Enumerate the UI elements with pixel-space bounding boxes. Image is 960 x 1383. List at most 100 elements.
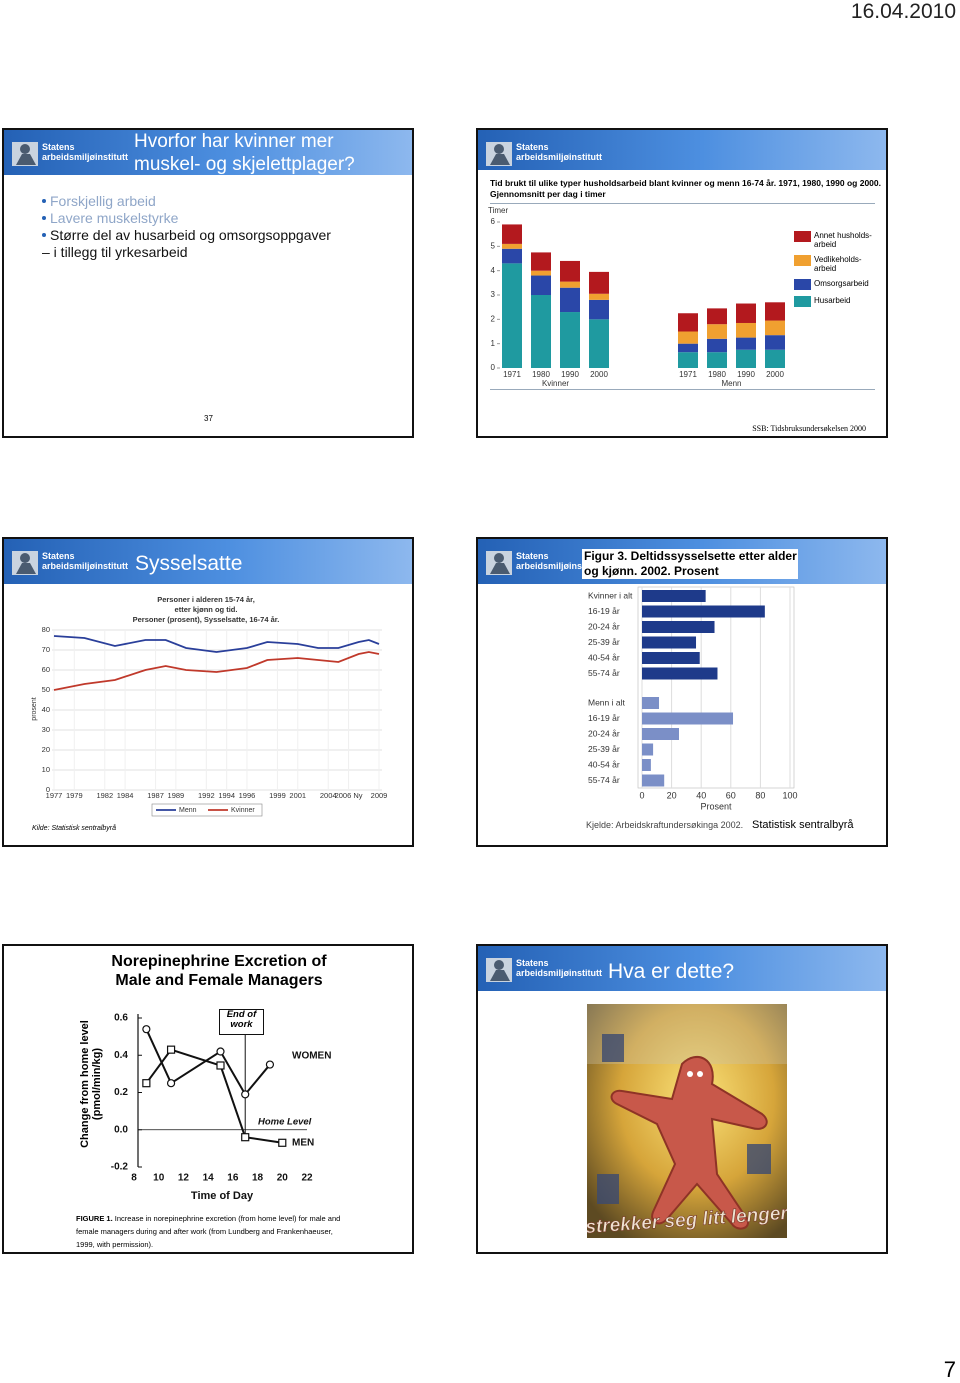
category-label: Menn i alt (588, 697, 625, 707)
x-tick-label: 60 (726, 790, 736, 800)
bullet: Forskjellig arbeid (42, 193, 156, 210)
slide: Statens arbeidsmiljøinstitutt Hvorfor har… (2, 128, 414, 438)
bar-segment (678, 343, 698, 353)
annotation: End of work (219, 1009, 264, 1035)
bar-segment (531, 270, 551, 276)
y-tick-label: 2 (491, 314, 496, 323)
bar (642, 728, 679, 740)
x-tick-label: 1979 (66, 791, 83, 800)
bar (642, 621, 715, 633)
logo-line: arbeidsmiljøinstitutt (42, 152, 129, 162)
bar (642, 712, 734, 725)
logo-line: arbeidsmiljøinstitutt (516, 561, 603, 571)
legend-label: Husarbeid (814, 296, 851, 305)
y-tick-label: 0 (46, 785, 50, 794)
bar-segment (589, 271, 609, 294)
marker (142, 1079, 151, 1088)
x-tick-label: 40 (696, 790, 706, 800)
x-tick-label: 18 (252, 1173, 264, 1184)
bar (642, 774, 665, 787)
x-tick-label: 1977 (46, 791, 63, 800)
bar-segment (707, 324, 727, 339)
slide: Statens arbeidsmiljøinstitutt Tid brukt t… (476, 128, 888, 438)
y-tick-label: 1 (491, 339, 496, 348)
x-tick-label: 1990 (737, 370, 755, 379)
source: Kilde: Statistisk sentralbyrå (32, 825, 117, 832)
slide-header: Statens arbeidsmiljøinstitutt Sysselsatte (4, 539, 412, 584)
series-line (53, 651, 380, 691)
bar-segment (560, 312, 580, 368)
slide-header: Statens arbeidsmiljøinstitutt Hva er dett… (478, 946, 886, 991)
category-label: 20-24 år (588, 728, 620, 738)
y-tick-label: 20 (42, 745, 50, 754)
x-tick-label: 16 (227, 1173, 239, 1184)
slide-title: Hva er dette? (608, 960, 735, 983)
bullet: Lavere muskelstyrke (42, 210, 178, 227)
x-tick-label: 2006 Ny (335, 791, 363, 800)
bar-segment (589, 293, 609, 300)
marker (142, 1025, 151, 1034)
bar (642, 759, 651, 771)
bar-segment (502, 243, 522, 249)
marker (166, 1079, 176, 1088)
y-tick-label: 30 (42, 725, 50, 734)
group-label: Menn (721, 379, 741, 388)
chart-title: Norepinephrine Excretion of Male and Fem… (111, 953, 327, 989)
slide-header: Statens arbeidsmiljøinstitutt Hvorfor har… (4, 130, 412, 175)
category-label: 16-19 år (588, 606, 620, 616)
bar-segment (560, 287, 580, 313)
bullet-text: Lavere muskelstyrke (50, 210, 179, 226)
x-axis-label: Prosent (700, 801, 732, 811)
y-tick-label: 10 (42, 765, 50, 774)
logo-icon (486, 958, 512, 982)
x-tick-label: 14 (203, 1173, 215, 1184)
x-tick-label: 20 (277, 1173, 289, 1184)
category-label: 55-74 år (588, 775, 620, 785)
legend: Annet husholds- arbeid Vedlikeholds- arbe… (794, 231, 880, 313)
y-tick-label: 6 (491, 217, 496, 226)
logo-line: Statens (42, 551, 75, 561)
date: 16.04.2010 (850, 0, 956, 23)
bar-segment (589, 319, 609, 368)
x-tick-label: 1980 (708, 370, 726, 379)
bullet-text: Forskjellig arbeid (50, 193, 156, 209)
logo-icon (12, 142, 38, 166)
legend-swatch (794, 231, 811, 242)
y-tick-label: 50 (42, 685, 50, 694)
caption-label: FIGURE 1. (76, 1214, 113, 1223)
y-tick-label: 0.4 (114, 1050, 128, 1061)
x-tick-label: 1996 (239, 791, 256, 800)
category-label: 40-54 år (588, 759, 620, 769)
x-tick-label: 100 (782, 790, 797, 800)
slide-number: 37 (204, 414, 213, 423)
slide: Statens arbeidsmiljøinstitutt Sysselsatte… (2, 537, 414, 847)
bullet: Større del av husarbeid og omsorgsoppgav… (42, 227, 342, 261)
bar-segment (560, 260, 580, 282)
x-tick-label: 1984 (117, 791, 134, 800)
logo-text: Statens arbeidsmiljøinstitutt (42, 551, 128, 571)
legend-item: Annet husholds- arbeid (794, 231, 880, 249)
logo-icon (486, 551, 512, 575)
bar-segment (707, 308, 727, 325)
chart: Timer 0 1 2 3 4 5 6 1971 1980 1990 2000 1971 1980 1990… (488, 206, 785, 388)
x-tick-label: 0 (639, 790, 644, 800)
bar-segment (736, 349, 756, 368)
logo-text: Statens arbeidsmiljøinstitutt (516, 142, 602, 162)
y-axis-label: Timer (488, 206, 508, 215)
bar-segment (707, 352, 727, 368)
bar (642, 743, 654, 756)
y-tick-label: 0.2 (114, 1087, 128, 1098)
category-label: 25-39 år (588, 744, 620, 754)
logo-icon (12, 551, 38, 575)
bar-segment (736, 322, 756, 338)
chart-title: Personer i alderen 15-74 år, (157, 595, 255, 604)
slide: Statens arbeidsmiljøinstitutt Figur 3. De… (476, 537, 888, 847)
plot-frame (637, 586, 795, 789)
bar-segment (560, 281, 580, 288)
x-tick-label: 1990 (561, 370, 579, 379)
page-number: 7 (943, 1357, 956, 1382)
bar-segment (765, 349, 785, 368)
y-tick-label: 60 (42, 665, 50, 674)
x-tick-label: 10 (153, 1173, 165, 1184)
logo-line: arbeidsmiljøinstitutt (516, 968, 603, 978)
